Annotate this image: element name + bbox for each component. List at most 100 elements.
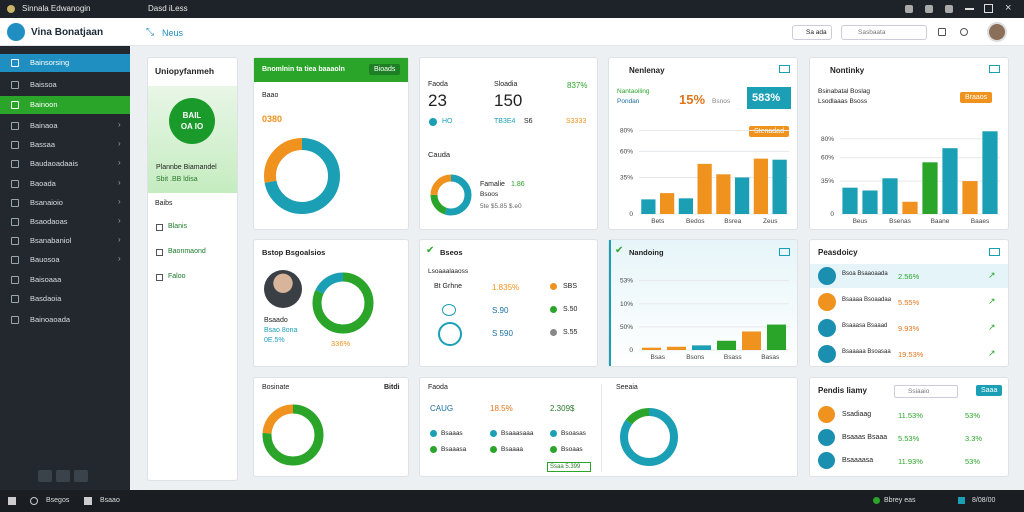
card: ✔ Nandoing 0 50% 10% 53% Bsas Bsons Bsass Basas: [608, 239, 798, 367]
row-arrow[interactable]: ↗: [988, 296, 996, 306]
row-arrow[interactable]: ↗: [988, 348, 996, 358]
search-icon[interactable]: [30, 497, 38, 505]
bar: [753, 158, 768, 214]
y-tick-label: 0: [629, 211, 633, 218]
bar: [641, 199, 656, 214]
taskbar: Bsegos Bsaao Bbrey eas 8/08/00: [0, 490, 1024, 512]
dot: [550, 306, 557, 313]
left-panel: Uniopyfanmeh BAIL OA IO Plannbe Biamandel…: [147, 57, 238, 481]
row-arrow[interactable]: ↗: [988, 270, 996, 280]
row-icon: [818, 429, 835, 446]
dot: [550, 329, 557, 336]
legend-title: Famalie: [480, 181, 505, 188]
taskbar-icon[interactable]: [84, 497, 92, 505]
panel-title: Uniopyfanmeh: [155, 66, 215, 76]
start-button[interactable]: [8, 497, 16, 505]
sidebar-item[interactable]: Bainsorsing: [0, 54, 130, 72]
expand-icon[interactable]: [779, 248, 790, 256]
bar: [735, 177, 750, 214]
card-button[interactable]: Bioads: [369, 64, 401, 75]
row-value: 3.3%: [965, 434, 983, 443]
taskbar-item[interactable]: Bsegos: [46, 497, 70, 504]
minimize[interactable]: [965, 8, 974, 10]
y-tick-label: 53%: [620, 278, 633, 285]
list-item[interactable]: Blanis: [168, 223, 188, 230]
search-box[interactable]: Sasbaata: [841, 25, 927, 40]
sidebar-tool[interactable]: [56, 470, 70, 482]
dot: [429, 118, 437, 126]
sidebar-item[interactable]: Bassaa: [30, 140, 56, 149]
donut-segment: [262, 404, 324, 466]
close[interactable]: ×: [1005, 2, 1012, 14]
clock: 8/08/00: [972, 497, 996, 504]
label: Baao: [262, 92, 279, 99]
sidebar-item[interactable]: Basdaoia: [30, 294, 62, 303]
sidebar-item[interactable]: Bsanabaniol: [30, 236, 72, 245]
sub-label: Bsinabatal Boslag: [818, 88, 871, 95]
sidebar-item[interactable]: Bainaoa: [30, 121, 58, 130]
sidebar-item[interactable]: Baissoa: [30, 80, 57, 89]
bar: [678, 198, 693, 214]
list-item[interactable]: Baonmaond: [168, 248, 206, 255]
row-arrow[interactable]: ↗: [988, 322, 996, 332]
row-name: Bsaaaasa: [842, 457, 874, 464]
window-tab[interactable]: Dasd iLess: [148, 4, 188, 13]
taskbar-item[interactable]: Bsaao: [100, 497, 120, 504]
window-button[interactable]: [905, 5, 913, 13]
checkbox[interactable]: [156, 274, 163, 281]
sidebar-icon: [11, 295, 19, 303]
stat-label: Faoda: [428, 81, 448, 88]
donut-chart: [620, 408, 678, 466]
card: ✔ Bseos Lsoaaalaaoss Bt Grhne 1.835% S.9…: [419, 239, 598, 367]
header-button[interactable]: Sa ada: [792, 25, 832, 40]
caption: Plannbe Biamandel: [156, 164, 217, 171]
sidebar-item[interactable]: Baisoaaa: [30, 275, 62, 284]
row-text: S6: [524, 118, 533, 125]
accent: [609, 240, 611, 366]
card-title: Bnomlnin ta tiea baaaoln: [262, 66, 345, 73]
back-icon[interactable]: ⤡: [146, 27, 154, 38]
expand-icon[interactable]: [989, 248, 1000, 256]
card-button[interactable]: Saaa: [976, 385, 1003, 396]
maximize[interactable]: [984, 4, 993, 13]
row-value: 53%: [965, 411, 981, 420]
checkbox[interactable]: [156, 249, 163, 256]
list-item[interactable]: Faloo: [168, 273, 186, 280]
icon[interactable]: [938, 28, 946, 36]
sidebar-icon: [11, 256, 19, 264]
bar: [862, 190, 878, 214]
card-button[interactable]: Braaos: [960, 92, 993, 103]
expand-icon[interactable]: [779, 65, 790, 73]
sidebar-item[interactable]: Bainoon: [0, 96, 130, 114]
icon[interactable]: [960, 28, 968, 36]
sidebar-item[interactable]: Baudaoadaais: [30, 159, 78, 168]
row-name: Bsoa Bsaaoaada: [842, 271, 888, 277]
window-button[interactable]: [945, 5, 953, 13]
bar-chart: 0 35% 60% 80% Beus Bsenas Baane Baaes: [821, 131, 1000, 225]
sidebar-icon: [11, 199, 19, 207]
sidebar-item[interactable]: Bsaodaoas: [30, 217, 68, 226]
sidebar-tool[interactable]: [74, 470, 88, 482]
window-button[interactable]: [925, 5, 933, 13]
bar: [922, 162, 938, 214]
checkbox[interactable]: [156, 224, 163, 231]
card-title: Bstop Bsgoalsios: [262, 248, 326, 257]
row-icon: [818, 267, 836, 285]
sidebar-item[interactable]: Baoada: [30, 179, 56, 188]
y-tick-label: 35%: [620, 174, 633, 181]
search-box[interactable]: Ssiaaio: [894, 385, 958, 398]
bar: [982, 131, 998, 214]
row-name: Bsaaaa Bsoaadaa: [842, 297, 892, 303]
avatar[interactable]: [987, 22, 1007, 42]
card-button[interactable]: Stenadad: [749, 126, 789, 137]
sidebar-item[interactable]: Bauosoa: [30, 255, 60, 264]
card-title: Bseos: [440, 248, 463, 257]
chevron: ›: [118, 216, 121, 225]
sidebar-tool[interactable]: [38, 470, 52, 482]
sidebar-item[interactable]: Bainoaoada: [30, 315, 71, 324]
value: 336%: [331, 339, 351, 348]
sidebar-item[interactable]: Bsanaioio: [30, 198, 63, 207]
expand-icon[interactable]: [989, 65, 1000, 73]
card-title: Faoda: [428, 384, 448, 391]
